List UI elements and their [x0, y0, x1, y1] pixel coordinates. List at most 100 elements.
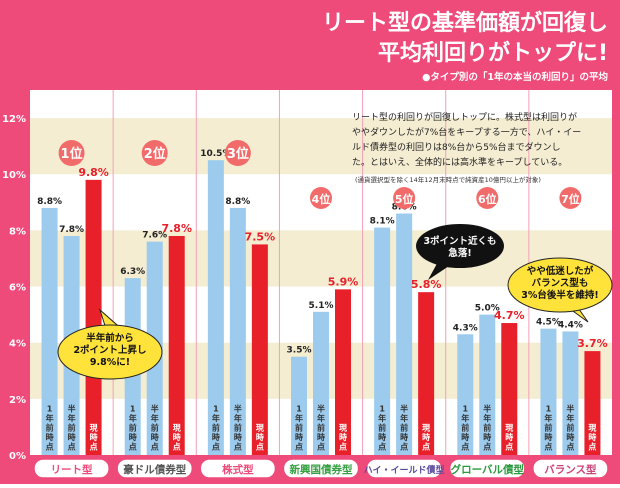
bar-6-2 — [584, 351, 601, 455]
bar-series-label: 1 年前時点 — [461, 405, 469, 452]
rank-badge-circle — [141, 140, 168, 166]
category-label: 豪ドル債券型 — [123, 463, 186, 476]
bar-series-label: 1 年前時点 — [212, 405, 220, 452]
bar-0-2 — [85, 179, 102, 455]
bar-series-label: 1 年前時点 — [295, 405, 303, 452]
bar-series-label: 半年前時点 — [317, 404, 325, 452]
grid-band-2 — [30, 118, 612, 175]
value-label: 4.3% — [453, 323, 478, 333]
rank-badge-label: 7位 — [561, 192, 580, 206]
y-tick-label: 4% — [9, 339, 26, 350]
rank-badge-label: 3位 — [227, 146, 249, 162]
value-label: 7.8% — [161, 222, 192, 235]
chart-title-line-1: リート型の基準価額が回復し — [322, 10, 608, 36]
bar-series-label: 現時点 — [588, 424, 596, 452]
y-tick-label: 0% — [9, 451, 26, 462]
bar-series-label: 1 年前時点 — [46, 405, 54, 452]
callout-balance-bubble — [507, 257, 613, 313]
bar-series-label: 現時点 — [173, 424, 181, 452]
value-label: 5.9% — [328, 275, 359, 288]
category-pill — [33, 458, 110, 479]
callout-balance-text: 3%台後半を維持! — [521, 289, 598, 301]
value-label: 10.5% — [200, 149, 231, 159]
callout-highyield-text: 3ポイント近くも — [423, 235, 496, 247]
category-pill — [365, 458, 443, 479]
callout-reit-text: 半年前から — [86, 332, 134, 344]
value-label: 4.7% — [494, 309, 525, 322]
bar-series-label: 半年前時点 — [566, 404, 574, 452]
description-line: ルド債券型の利回りは8%台から5%台までダウンし — [352, 141, 561, 153]
y-tick-label: 8% — [9, 226, 26, 237]
bar-5-1 — [479, 314, 496, 455]
value-label: 5.8% — [411, 278, 442, 291]
bar-series-label: 半年前時点 — [234, 404, 242, 452]
rank-badge-circle — [224, 140, 251, 166]
bar-4-0 — [374, 227, 391, 455]
bar-6-0 — [540, 328, 557, 455]
bar-5-2 — [501, 323, 518, 455]
value-label: 8.8% — [37, 197, 62, 207]
category-pill — [448, 458, 526, 479]
value-label: 7.6% — [142, 231, 167, 241]
value-label: 7.8% — [59, 225, 84, 235]
callout-reit-bubble — [57, 324, 163, 380]
rank-badge-circle — [58, 140, 85, 166]
bar-series-label: 1 年前時点 — [129, 405, 137, 452]
bar-series-label: 1 年前時点 — [544, 405, 552, 452]
bar-1-2 — [168, 236, 185, 455]
chart-subtitle: ●タイプ別の「1年の本当の利回り」の平均 — [422, 71, 608, 83]
bar-5-0 — [457, 334, 474, 455]
bar-3-1 — [313, 311, 329, 455]
bar-series-label: 現時点 — [256, 424, 264, 452]
value-label: 5.0% — [475, 304, 500, 314]
category-label: グローバル債型 — [451, 463, 525, 476]
rank-badge-label: 1位 — [61, 146, 83, 162]
rank-badge-circle — [559, 187, 582, 209]
bar-3-2 — [335, 289, 351, 455]
bar-4-2 — [418, 292, 435, 455]
callout-reit-text: 2ポイント上昇し — [73, 344, 146, 356]
description-line: た。とはいえ、全体的には高水準をキープしている。 — [352, 156, 567, 168]
description-note: (通貨選択型を除く14年12月末時点で純資産10億円以上が対象) — [355, 175, 541, 184]
y-tick-label: 2% — [9, 395, 26, 406]
callout-reit-text: 9.8%に! — [90, 357, 130, 368]
bar-3-0 — [291, 356, 307, 455]
bar-series-label: 半年前時点 — [68, 404, 76, 452]
value-label: 3.7% — [577, 337, 608, 350]
category-label: 株式型 — [222, 463, 254, 476]
y-tick-label: 6% — [9, 283, 26, 294]
rank-badge-label: 6位 — [478, 192, 497, 206]
bar-0-0 — [41, 207, 58, 455]
bar-2-2 — [251, 244, 268, 455]
category-pill — [199, 458, 277, 479]
y-tick-label: 10% — [2, 170, 26, 181]
bar-series-label: 1 年前時点 — [378, 405, 386, 452]
bar-2-0 — [207, 160, 224, 455]
value-label: 9.8% — [78, 166, 109, 179]
rank-badge-label: 4位 — [312, 192, 331, 206]
callout-balance-text: やや低迷したが — [527, 265, 594, 277]
bar-series-label: 半年前時点 — [400, 404, 408, 452]
value-label: 4.5% — [536, 318, 561, 328]
value-label: 3.5% — [287, 346, 312, 356]
callout-highyield-bubble — [416, 224, 504, 268]
value-label: 6.3% — [120, 267, 145, 277]
description-line: リート型の利回りが回復しトップに。株式型は利回りが — [352, 111, 577, 123]
rank-badge-label: 2位 — [144, 146, 166, 162]
category-pill — [116, 458, 194, 479]
category-label: バランス型 — [544, 463, 597, 476]
category-label: リート型 — [51, 463, 93, 476]
y-tick-label: 12% — [2, 114, 26, 125]
bar-series-label: 半年前時点 — [151, 404, 159, 452]
bar-series-label: 現時点 — [422, 424, 430, 452]
bar-series-label: 現時点 — [90, 424, 98, 452]
rank-badge-circle — [310, 187, 332, 209]
rank-badge-label: 5位 — [395, 192, 414, 206]
category-pill — [532, 458, 609, 479]
rank-badge-circle — [393, 187, 416, 209]
description-line: ややダウンしたが7%台をキープする一方で、ハイ・イー — [352, 126, 581, 138]
bar-series-label: 現時点 — [505, 424, 513, 452]
category-label: ハイ・イールド債型 — [364, 464, 445, 476]
